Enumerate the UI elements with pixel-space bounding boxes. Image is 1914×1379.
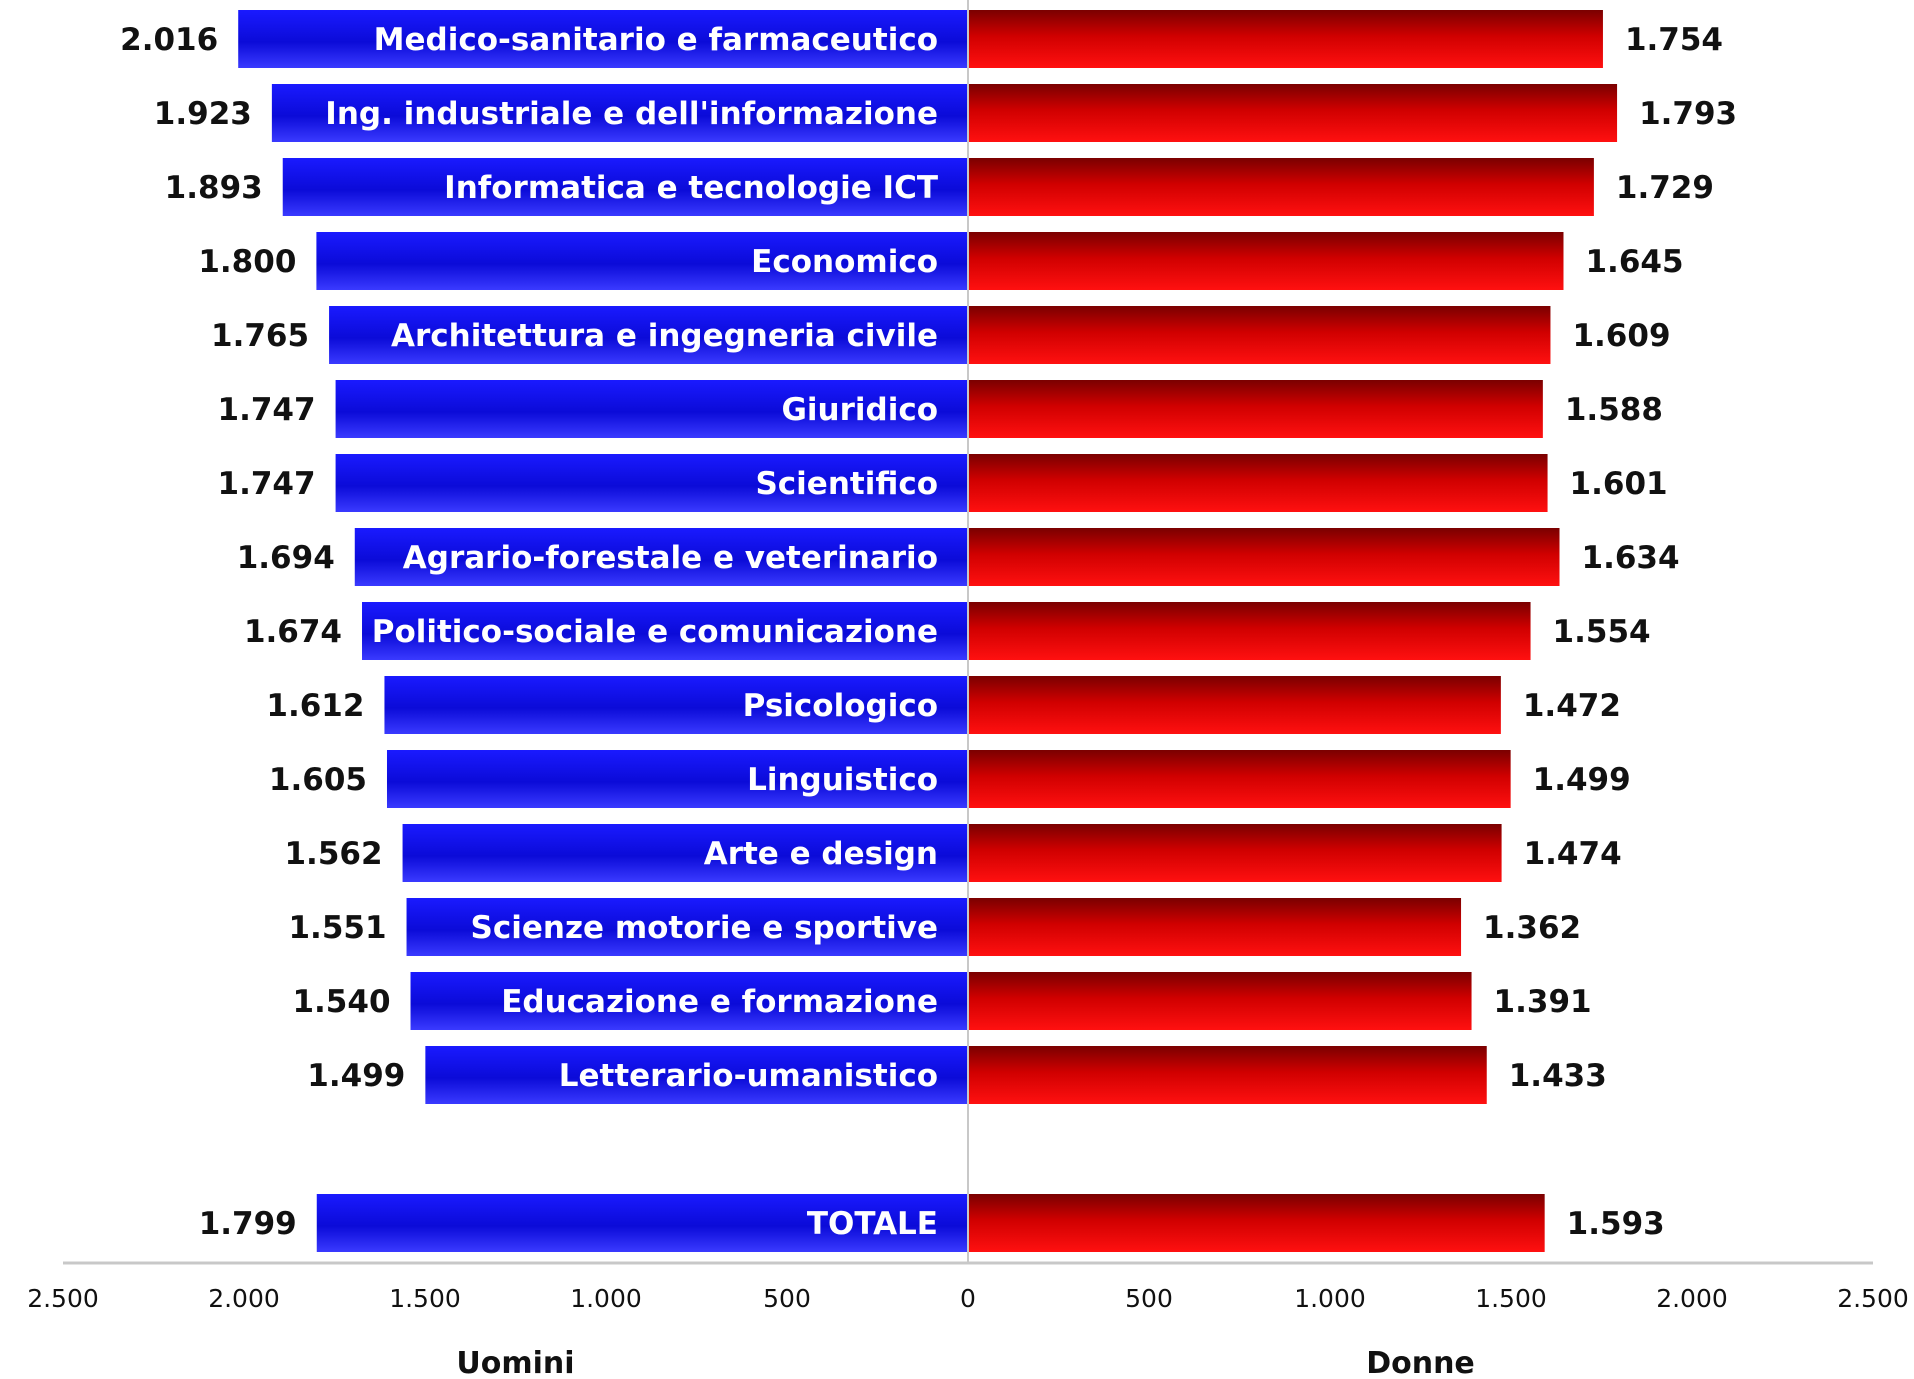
bar-donne [968, 84, 1618, 142]
category-label: Agrario-forestale e veterinario [403, 540, 938, 576]
value-label-uomini: 1.562 [284, 836, 382, 872]
bar-uomini [335, 454, 968, 512]
bar-uomini [282, 158, 968, 216]
bar-uomini [316, 1194, 969, 1252]
bar-uomini [271, 84, 968, 142]
x-tick-label: 1.500 [389, 1284, 461, 1313]
x-tick-label: 500 [763, 1284, 811, 1313]
bar-donne [968, 602, 1531, 660]
value-label-donne: 1.634 [1582, 540, 1680, 576]
value-label-uomini: 1.674 [244, 614, 342, 650]
category-label: Ing. industriale e dell'informazione [325, 96, 938, 132]
value-label-uomini: 1.605 [269, 762, 367, 798]
category-label: TOTALE [807, 1206, 938, 1242]
value-label-uomini: 1.765 [211, 318, 309, 354]
bar-donne [968, 10, 1603, 68]
value-label-donne: 1.754 [1625, 22, 1723, 58]
category-label: Economico [751, 244, 938, 280]
bar-donne [968, 158, 1594, 216]
category-label: Giuridico [781, 392, 938, 428]
value-label-donne: 1.554 [1553, 614, 1651, 650]
bar-uomini [425, 1046, 968, 1104]
value-label-donne: 1.645 [1585, 244, 1683, 280]
x-tick-label: 1.500 [1475, 1284, 1547, 1313]
value-label-uomini: 1.694 [237, 540, 335, 576]
x-tick-label: 0 [960, 1284, 976, 1313]
bar-donne [968, 676, 1501, 734]
bar-uomini [354, 528, 969, 586]
category-label: Politico-sociale e comunicazione [372, 614, 938, 650]
category-label: Arte e design [704, 836, 938, 872]
bar-donne [968, 898, 1462, 956]
bar-donne [968, 750, 1511, 808]
bar-uomini [402, 824, 968, 882]
bar-uomini [362, 602, 969, 660]
bar-donne [968, 232, 1564, 290]
bar-uomini [406, 898, 969, 956]
value-label-uomini: 1.747 [218, 466, 316, 502]
bar-donne [968, 1046, 1487, 1104]
value-label-donne: 1.391 [1494, 984, 1592, 1020]
x-tick-label: 2.000 [1656, 1284, 1728, 1313]
bar-donne [968, 454, 1548, 512]
bar-uomini [410, 972, 968, 1030]
bar-uomini [384, 676, 968, 734]
value-label-donne: 1.474 [1524, 836, 1622, 872]
category-label: Medico-sanitario e farmaceutico [374, 22, 938, 58]
value-label-donne: 1.362 [1483, 910, 1581, 946]
bar-donne [968, 380, 1543, 438]
category-label: Architettura e ingegneria civile [391, 318, 938, 354]
bar-uomini [335, 380, 968, 438]
value-label-uomini: 1.612 [266, 688, 364, 724]
value-label-donne: 1.593 [1567, 1206, 1665, 1242]
category-label: Scientifico [755, 466, 938, 502]
bar-uomini [316, 232, 968, 290]
value-label-donne: 1.499 [1533, 762, 1631, 798]
category-label: Educazione e formazione [501, 984, 938, 1020]
category-label: Linguistico [747, 762, 938, 798]
bars-layer [238, 10, 1618, 1252]
bar-uomini [238, 10, 968, 68]
value-label-uomini: 1.747 [218, 392, 316, 428]
bar-donne [968, 972, 1472, 1030]
category-label: Informatica e tecnologie ICT [444, 170, 938, 206]
x-axis-ticks: 2.500 2.000 1.500 1.000 500 0 500 1.000 1.500 2.0… [27, 1284, 1909, 1313]
value-label-uomini: 1.893 [165, 170, 263, 206]
value-label-uomini: 1.540 [292, 984, 390, 1020]
bar-uomini [386, 750, 968, 808]
bar-uomini [329, 306, 968, 364]
category-label: Letterario-umanistico [559, 1058, 938, 1094]
value-label-uomini: 1.923 [154, 96, 252, 132]
bar-donne [968, 1194, 1545, 1252]
x-tick-label: 500 [1125, 1284, 1173, 1313]
value-label-uomini: 1.551 [288, 910, 386, 946]
labels-layer: Medico-sanitario e farmaceutico 2.016 1.75… [120, 22, 1737, 1242]
value-label-uomini: 2.016 [120, 22, 218, 58]
value-label-donne: 1.588 [1565, 392, 1663, 428]
value-label-donne: 1.609 [1572, 318, 1670, 354]
category-label: Scienze motorie e sportive [471, 910, 938, 946]
bar-donne [968, 306, 1551, 364]
value-label-donne: 1.729 [1616, 170, 1714, 206]
x-tick-label: 1.000 [1294, 1284, 1366, 1313]
category-label: Psicologico [743, 688, 938, 724]
bar-donne [968, 528, 1560, 586]
x-tick-label: 1.000 [570, 1284, 642, 1313]
x-tick-label: 2.500 [1837, 1284, 1909, 1313]
x-tick-label: 2.000 [208, 1284, 280, 1313]
value-label-uomini: 1.799 [199, 1206, 297, 1242]
value-label-donne: 1.472 [1523, 688, 1621, 724]
x-tick-label: 2.500 [27, 1284, 99, 1313]
value-label-donne: 1.601 [1570, 466, 1668, 502]
value-label-uomini: 1.800 [198, 244, 296, 280]
bar-donne [968, 824, 1502, 882]
x-axis-label-left: Uomini [456, 1346, 574, 1379]
x-axis-label-right: Donne [1366, 1346, 1475, 1379]
value-label-uomini: 1.499 [307, 1058, 405, 1094]
value-label-donne: 1.433 [1509, 1058, 1607, 1094]
value-label-donne: 1.793 [1639, 96, 1737, 132]
